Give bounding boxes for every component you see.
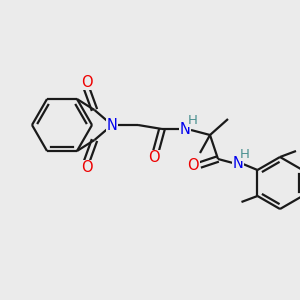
Text: H: H [188, 113, 198, 127]
Text: O: O [187, 158, 199, 172]
Text: H: H [240, 148, 250, 160]
Text: N: N [232, 155, 243, 170]
Text: N: N [106, 118, 117, 133]
Text: N: N [180, 122, 190, 136]
Text: O: O [148, 151, 160, 166]
Text: O: O [81, 160, 92, 175]
Text: O: O [81, 74, 92, 89]
